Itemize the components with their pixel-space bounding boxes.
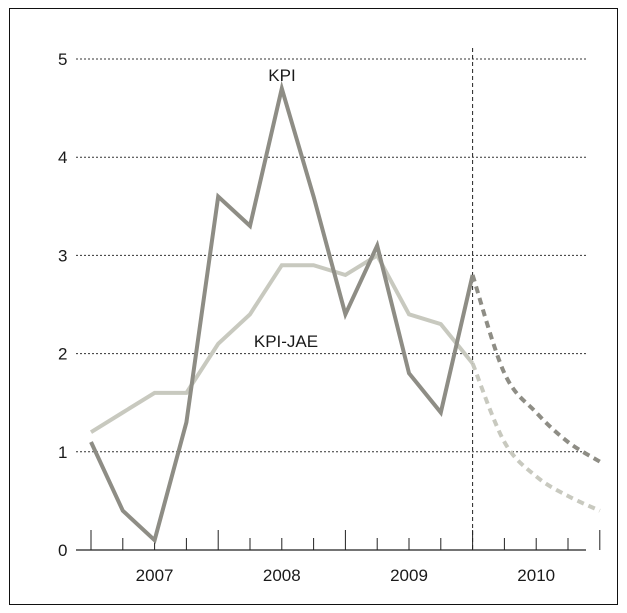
y-tick-label-3: 3 bbox=[58, 246, 67, 265]
x-tick-label-2008: 2008 bbox=[263, 566, 301, 585]
forecast-line-kpi-jae bbox=[470, 362, 601, 513]
gridlines bbox=[76, 58, 586, 453]
series-line-kpi-jae bbox=[89, 252, 475, 434]
x-tick-label-2010: 2010 bbox=[517, 566, 555, 585]
series-label-kpi-jae: KPI-JAE bbox=[254, 332, 318, 351]
series-lines bbox=[89, 80, 475, 544]
x-axis: 2007 2008 2009 2010 bbox=[76, 48, 601, 585]
forecast-line-kpi bbox=[470, 274, 601, 464]
series-line-kpi bbox=[89, 80, 475, 544]
y-tick-labels: 0 1 2 3 4 5 bbox=[58, 50, 67, 560]
series-labels: KPI KPI-JAE bbox=[254, 66, 318, 351]
y-tick-label-1: 1 bbox=[58, 443, 67, 462]
x-tick-label-2007: 2007 bbox=[136, 566, 174, 585]
x-tick-label-2009: 2009 bbox=[390, 566, 428, 585]
y-tick-label-2: 2 bbox=[58, 345, 67, 364]
chart-frame bbox=[9, 8, 618, 605]
forecast-lines bbox=[470, 274, 601, 513]
y-tick-label-5: 5 bbox=[58, 50, 67, 69]
y-tick-label-4: 4 bbox=[58, 148, 67, 167]
series-label-kpi: KPI bbox=[268, 66, 295, 85]
y-tick-label-0: 0 bbox=[58, 541, 67, 560]
